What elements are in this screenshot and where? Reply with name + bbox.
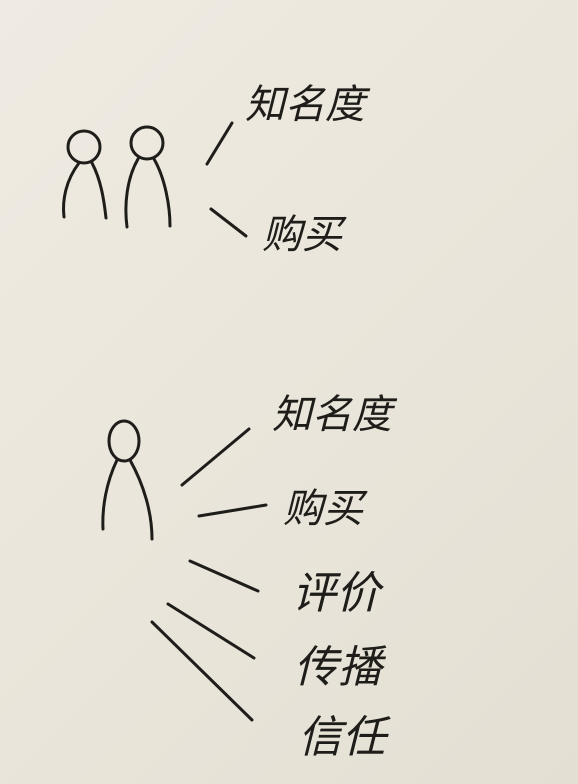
label-awareness: 知名度 — [245, 82, 371, 128]
label-spread: 传播 — [294, 642, 387, 693]
label-purchase: 购买 — [262, 212, 347, 258]
label-awareness: 知名度 — [272, 392, 398, 438]
connector-line — [180, 427, 251, 487]
label-review: 评价 — [292, 568, 384, 619]
label-purchase: 购买 — [283, 486, 368, 532]
connector-line — [166, 602, 256, 660]
group-one-person: 知名度 购买 评价 传播 信任 — [101, 392, 398, 763]
person-icon — [124, 125, 172, 229]
person-icon — [62, 129, 108, 220]
connector-line — [150, 620, 254, 722]
group-two-people: 知名度 购买 — [62, 82, 371, 258]
connector-line — [188, 559, 260, 593]
person-icon — [101, 419, 154, 541]
label-trust: 信任 — [298, 712, 391, 763]
connector-line — [209, 207, 248, 238]
connector-line — [197, 503, 268, 518]
connector-line — [205, 121, 234, 166]
